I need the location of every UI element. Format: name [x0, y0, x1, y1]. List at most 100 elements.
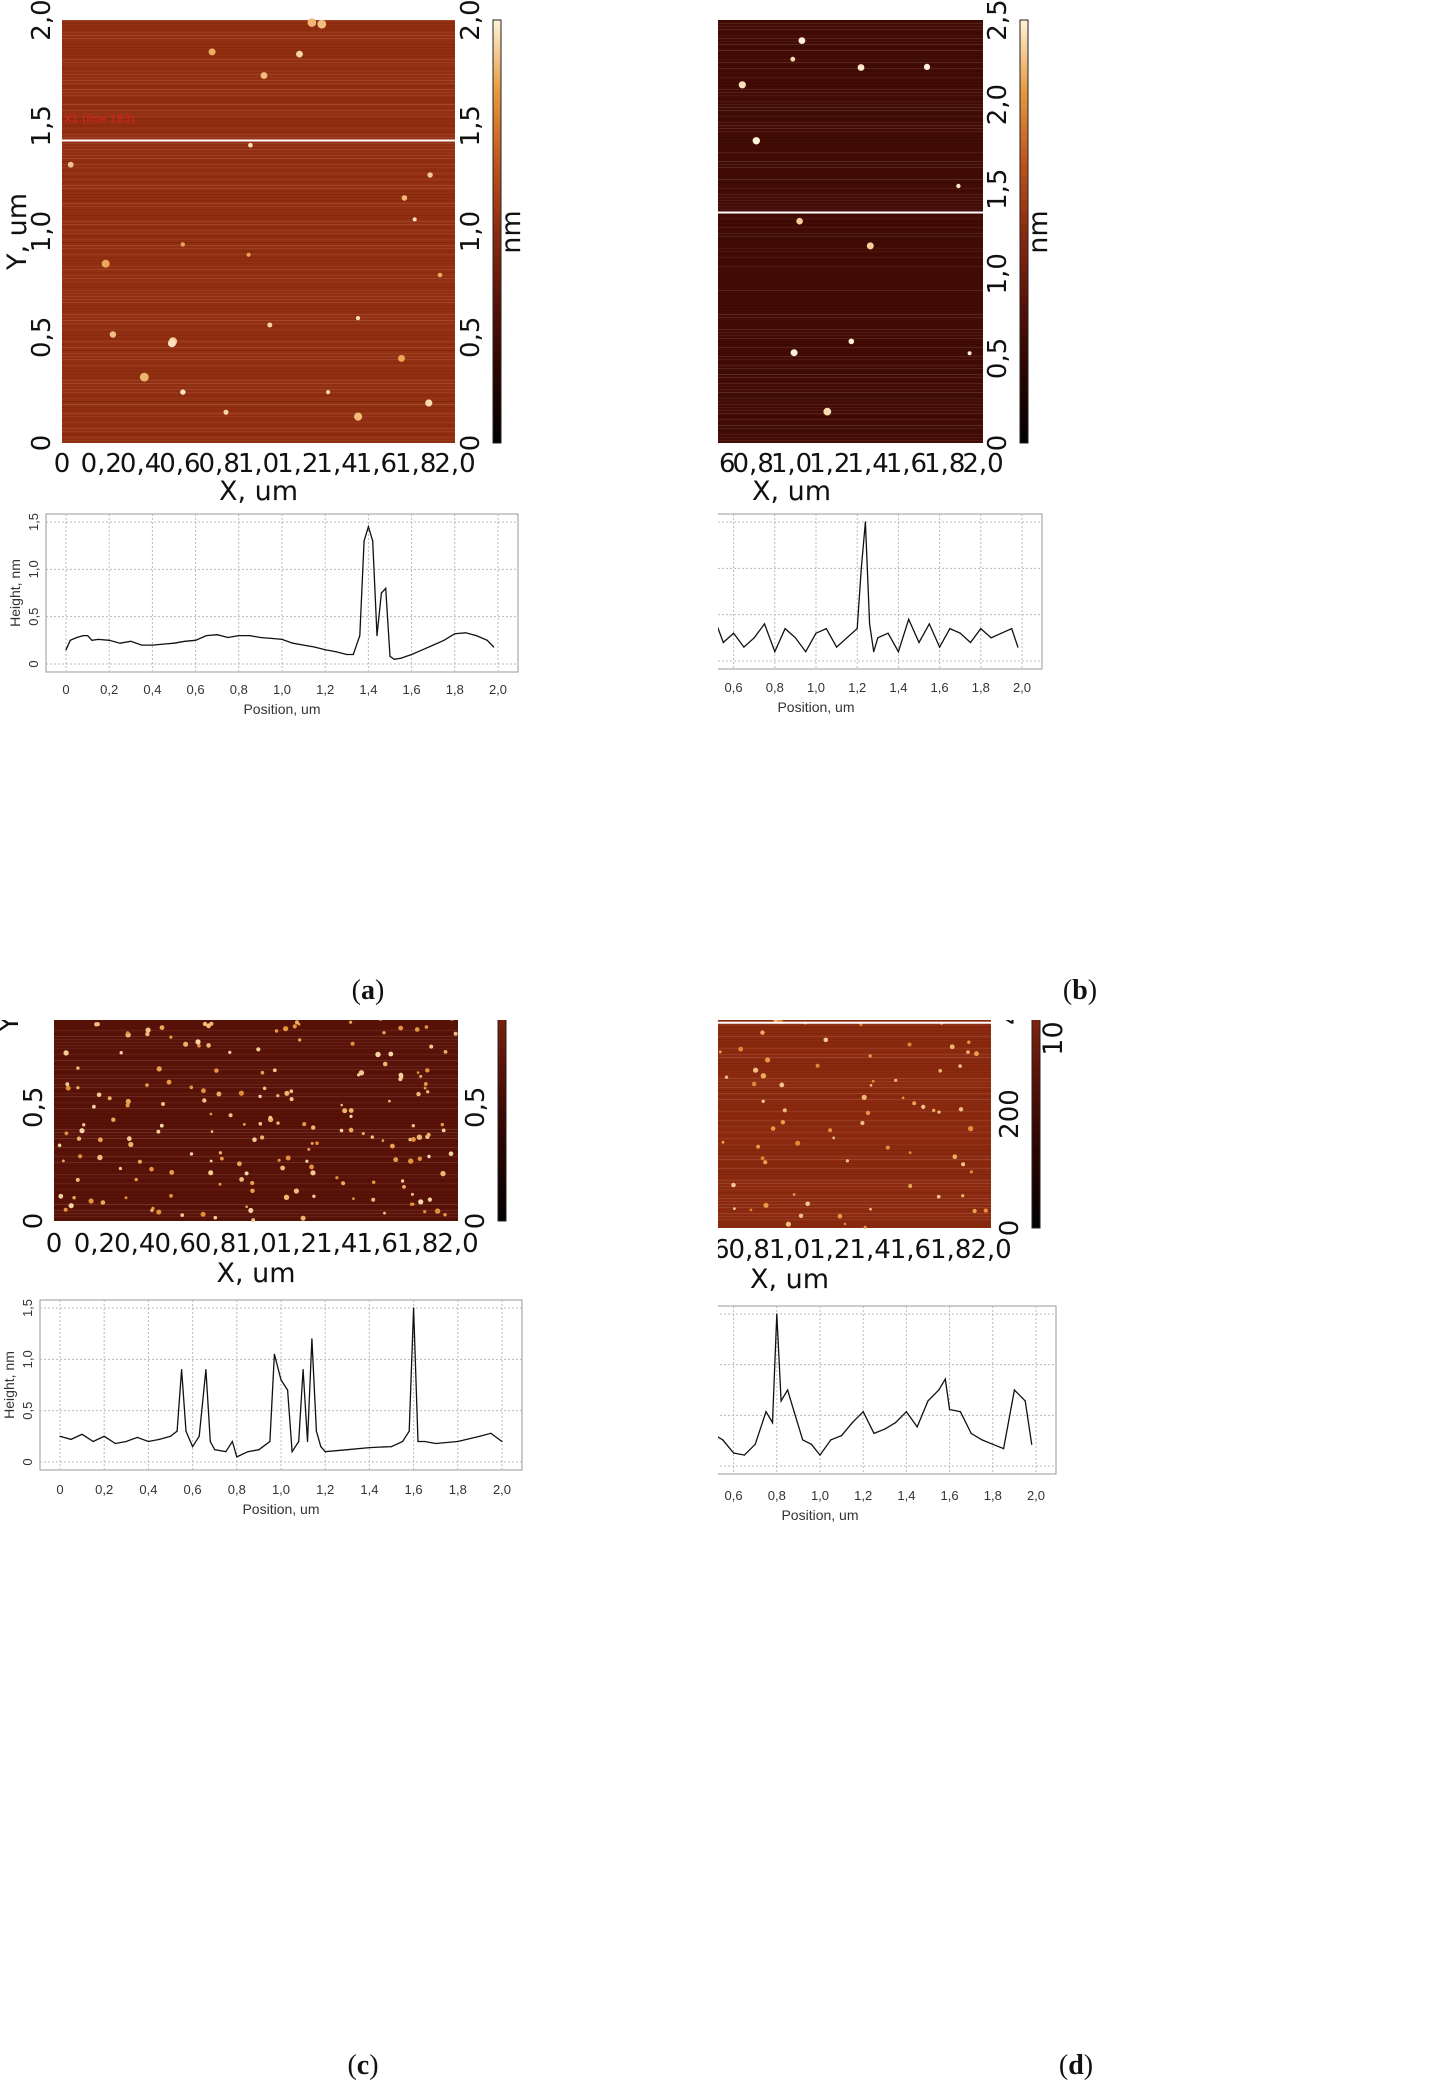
afm-particle	[292, 1024, 297, 1029]
profile-y-tick: 0,5	[26, 608, 41, 626]
afm-particle	[908, 1151, 912, 1154]
afm-particle	[398, 1025, 404, 1031]
afm-particle	[242, 1123, 246, 1126]
afm-scan-row	[718, 1102, 991, 1103]
afm-scan-row	[62, 425, 455, 426]
colorbar-tick-label: 0	[456, 435, 486, 452]
afm-scan-row	[62, 59, 455, 60]
profile-point	[393, 658, 395, 660]
afm-scan-row	[62, 122, 455, 123]
profile-point	[173, 642, 175, 644]
afm-scan-row	[62, 155, 455, 156]
x-tick-label: 1,6	[886, 449, 927, 479]
profile-point	[320, 1446, 322, 1448]
x-tick-label: 1,4	[316, 449, 357, 479]
afm-scan-row	[62, 275, 455, 276]
afm-scan-row	[718, 68, 983, 69]
afm-scan-row	[62, 194, 455, 195]
afm-particle	[823, 1037, 829, 1043]
afm-scan-row	[62, 80, 455, 81]
afm-scan-row	[718, 1039, 991, 1040]
afm-scan-row	[62, 245, 455, 246]
afm-scan-row	[62, 128, 455, 129]
profile-point	[209, 1440, 211, 1443]
profile-y-tick: 0	[26, 660, 41, 667]
afm-particle	[237, 1161, 242, 1167]
colorbar-tick-label: 2,0	[983, 84, 1013, 125]
profile-point	[1011, 628, 1013, 630]
afm-scan-row	[718, 197, 983, 198]
afm-scan-row	[62, 125, 455, 126]
profile-point	[303, 644, 305, 646]
x-tick-label: 0,2	[81, 449, 122, 479]
profile-point	[836, 646, 838, 648]
x-tick-label: 1,4	[849, 1235, 890, 1265]
afm-scan-row	[62, 362, 455, 363]
profile-point	[815, 632, 817, 634]
profile-y-tick: 1,0	[26, 560, 41, 578]
afm-scan-row	[718, 1081, 991, 1082]
afm-scan-row	[718, 416, 983, 417]
afm-particle	[894, 1078, 898, 1082]
afm-scan-row	[54, 1102, 458, 1103]
profile-point	[238, 635, 240, 637]
profile-point	[454, 633, 456, 635]
afm-scan-row	[718, 41, 983, 42]
afm-particle	[427, 1197, 432, 1202]
profile-point	[198, 1435, 200, 1437]
colorbar-tick-label: 1,0	[983, 253, 1013, 294]
afm-scan-row	[62, 335, 455, 336]
afm-scan-row	[718, 131, 983, 132]
afm-scan-row	[62, 377, 455, 378]
afm-scan-row	[54, 1198, 458, 1199]
afm-scan-row	[718, 209, 983, 210]
afm-scan-row	[718, 1180, 991, 1181]
profile-point	[367, 526, 369, 528]
afm-scan-row	[62, 212, 455, 213]
profile-point	[205, 1369, 207, 1371]
profile-y-tick: 0	[20, 1458, 35, 1465]
x-tick-label: 0,6	[155, 1229, 196, 1259]
afm-scan-row	[718, 200, 983, 201]
afm-particle	[974, 1051, 979, 1057]
afm-particle	[101, 259, 110, 268]
afm-scan-row	[62, 116, 455, 117]
afm-scan-row	[718, 353, 983, 354]
afm-scan-row	[718, 290, 983, 291]
afm-particle	[78, 1154, 83, 1159]
x-tick-label: 1,0	[235, 1229, 276, 1259]
afm-scan-row	[718, 191, 983, 192]
x-tick-label: 1,4	[847, 449, 888, 479]
profile-point	[980, 628, 982, 630]
profile-point	[873, 1432, 875, 1434]
afm-scan-row	[718, 323, 983, 324]
x-tick-label: 2,0	[970, 1235, 1011, 1265]
afm-scan-row	[718, 80, 983, 81]
x-tick-label: 0,4	[114, 1229, 155, 1259]
afm-particle	[859, 1023, 863, 1027]
afm-particle	[429, 1044, 434, 1049]
profile-point	[103, 1435, 105, 1437]
afm-scan-row	[718, 1159, 991, 1160]
afm-height-map	[62, 20, 455, 443]
afm-scan-row	[718, 404, 983, 405]
afm-scan-row	[718, 1024, 991, 1025]
afm-scan-row	[62, 251, 455, 252]
afm-particle	[238, 1090, 244, 1096]
afm-scan-row	[62, 182, 455, 183]
afm-particle	[983, 1208, 988, 1213]
afm-particle	[968, 1126, 974, 1132]
profile-point	[92, 1440, 94, 1443]
afm-particle	[449, 1020, 454, 1021]
profile-point	[486, 639, 488, 641]
afm-particle	[111, 1117, 116, 1122]
afm-scan-row	[54, 1165, 458, 1166]
afm-particle	[443, 1050, 448, 1054]
afm-scan-row	[718, 281, 983, 282]
afm-scan-row	[62, 47, 455, 48]
afm-scan-row	[718, 257, 983, 258]
afm-scan-row	[718, 1060, 991, 1061]
profile-frame	[45, 513, 519, 673]
afm-scan-row	[718, 1126, 991, 1127]
profile-point	[949, 1408, 951, 1411]
